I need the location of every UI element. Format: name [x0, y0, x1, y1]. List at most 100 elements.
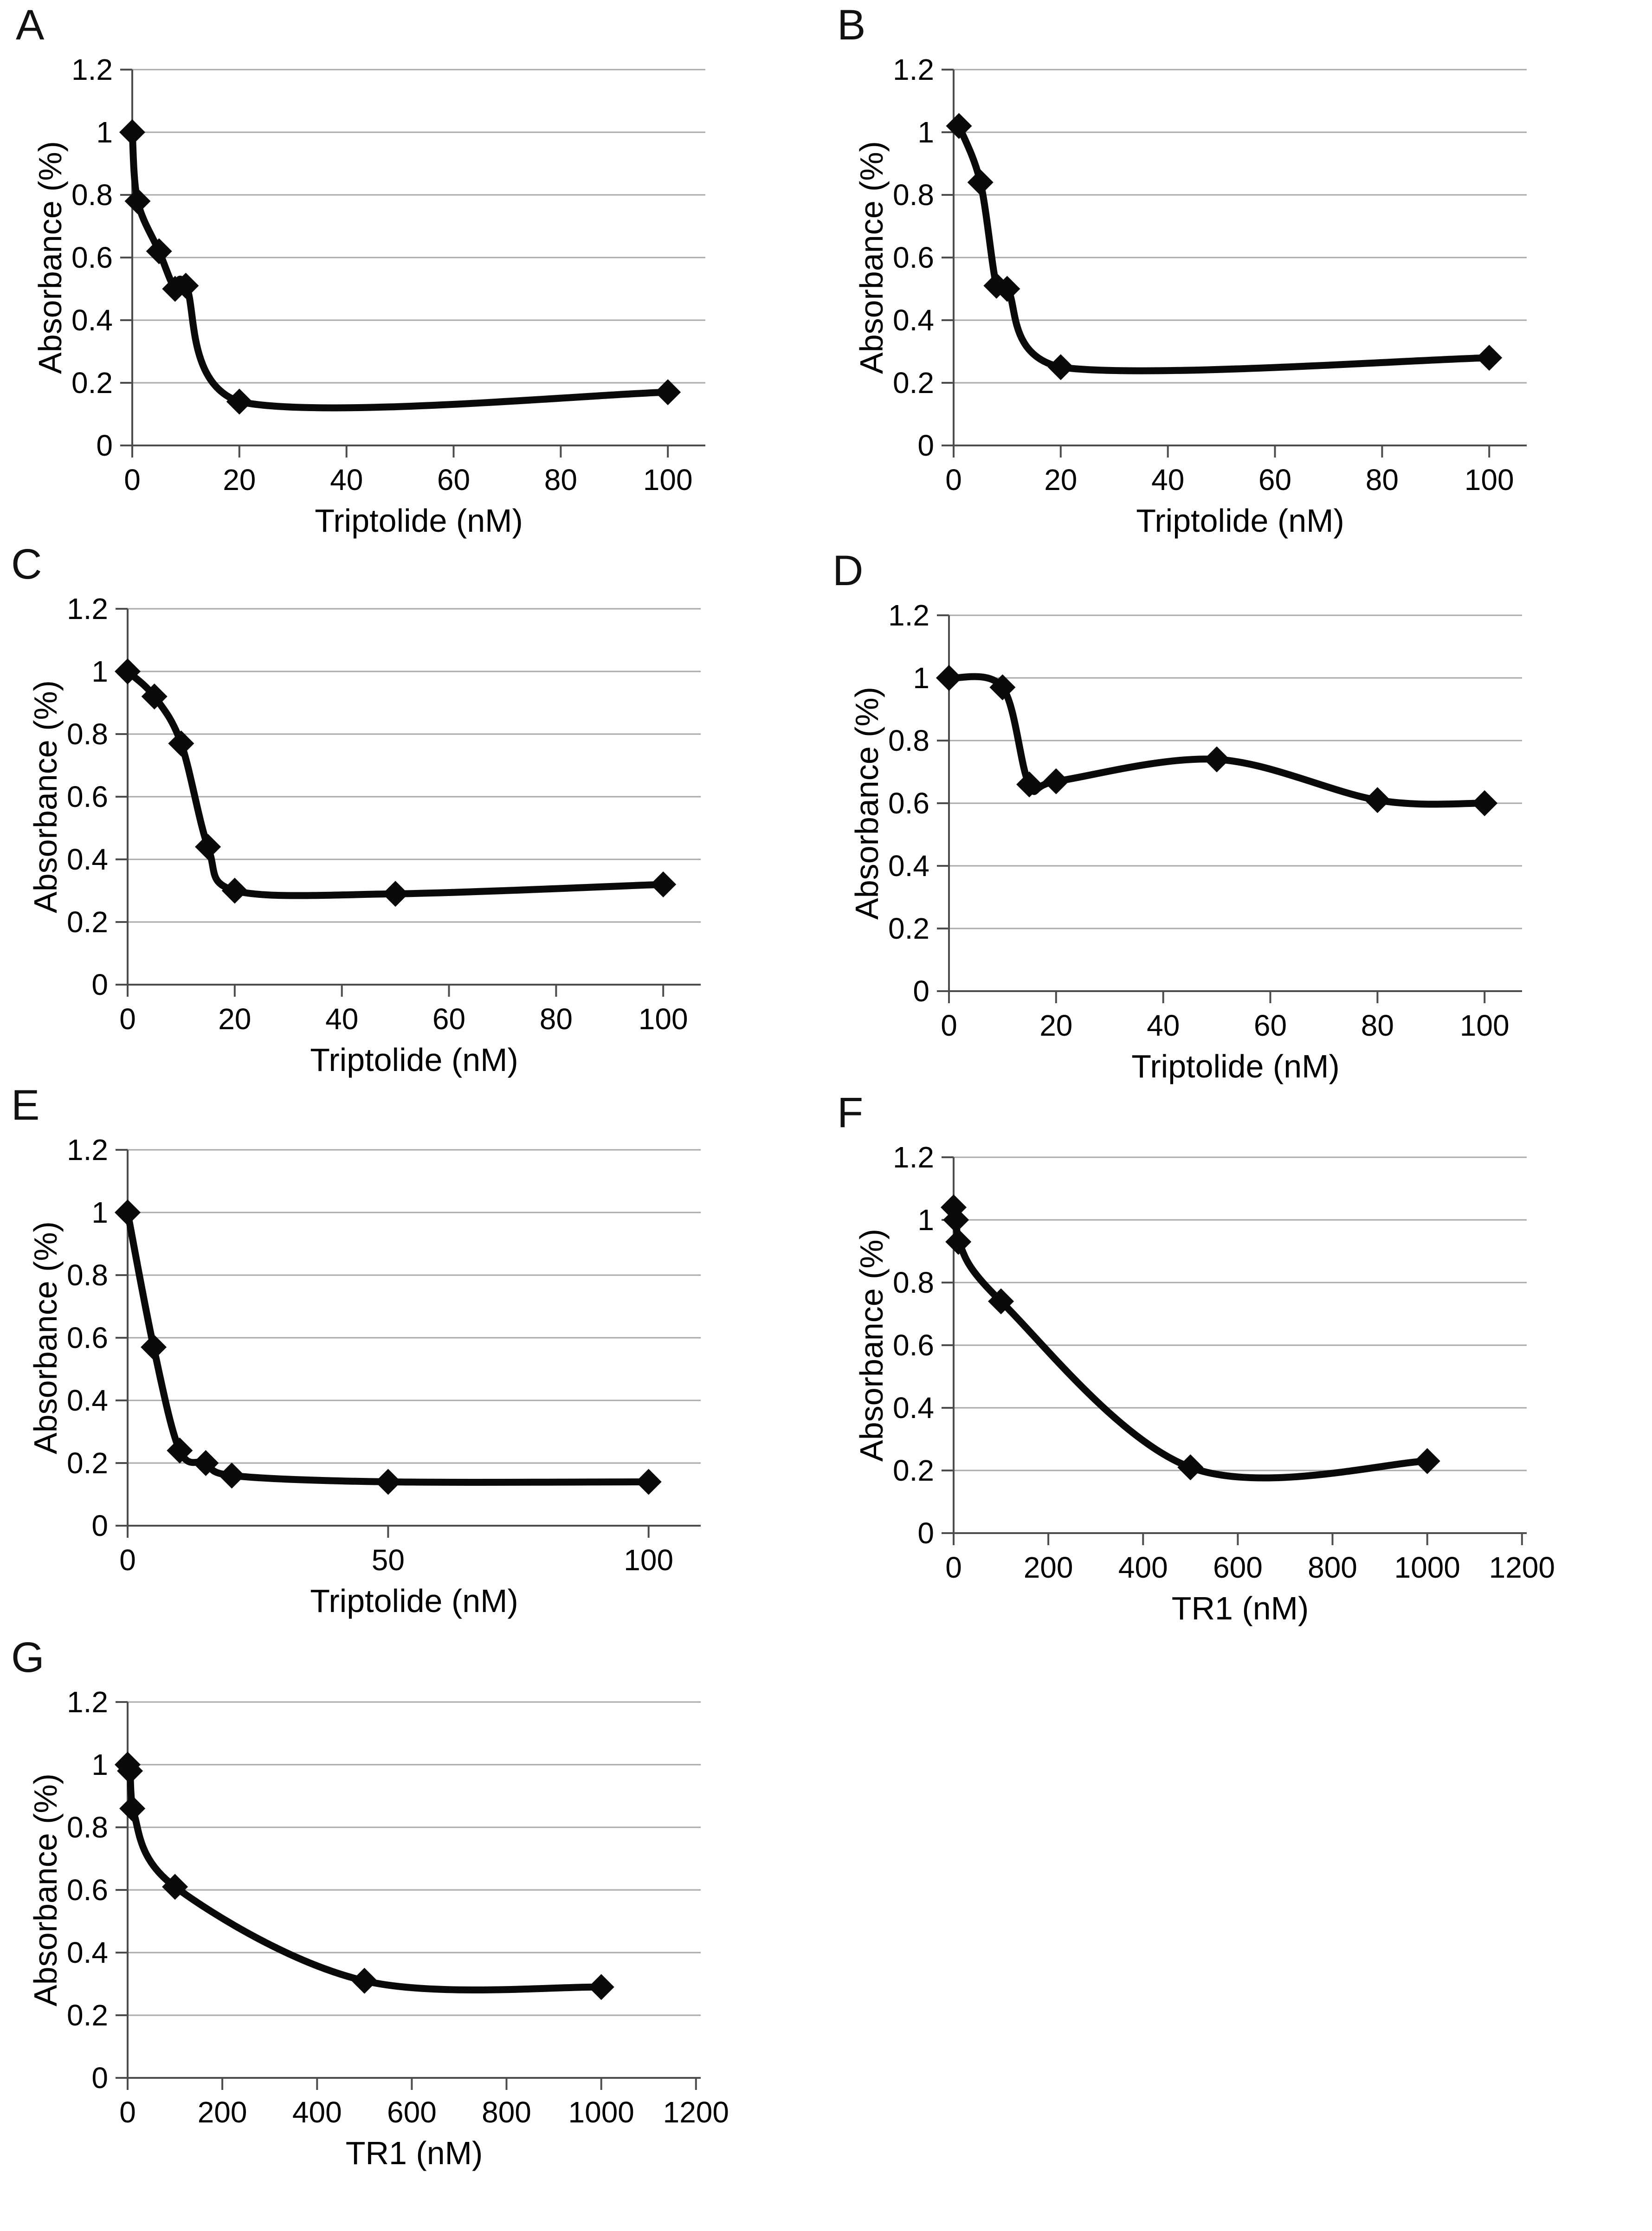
- data-point-marker: [382, 881, 409, 907]
- panel-e: E 0 0.2 0.4 0.6 0.8 1 1.2 0 50 100 Absorbance (%)…: [9, 1082, 798, 1623]
- x-tick-label: 80: [1361, 1009, 1394, 1042]
- x-tick-label: 1200: [663, 2096, 729, 2129]
- data-point-marker: [1364, 787, 1391, 813]
- y-gridlines: [132, 69, 705, 384]
- data-point-marker: [1016, 771, 1043, 798]
- line-chart-svg-a: 0 0.2 0.4 0.6 0.8 1 1.2 0 20 40 60 80 100: [71, 53, 705, 496]
- x-axis-title: TR1 (nM): [1171, 1590, 1309, 1626]
- panel-b: B 0 0.2 0.4 0.6 0.8 1 1.2 0 20 40 60 80 100 Absorban…: [835, 1, 1624, 543]
- x-tick-label: 40: [330, 463, 363, 496]
- x-tick-label: 20: [1039, 1009, 1072, 1042]
- x-axis-title: Triptolide (nM): [315, 503, 523, 539]
- y-gridlines: [128, 608, 701, 923]
- y-tick-label: 0.4: [67, 843, 108, 876]
- y-tick-label: 0.4: [71, 303, 113, 337]
- x-axis-title: Triptolide (nM): [310, 1042, 518, 1078]
- x-tick-label: 40: [1151, 463, 1184, 496]
- y-gridlines: [954, 1156, 1527, 1471]
- x-tick-label: 600: [1213, 1551, 1263, 1584]
- y-gridlines: [954, 69, 1527, 384]
- tick-labels: 0 0.2 0.4 0.6 0.8 1 1.2 0 20 40 60 80 100: [888, 599, 1510, 1042]
- y-tick-label: 0: [96, 429, 113, 462]
- x-tick-label: 400: [292, 2096, 342, 2129]
- data-point-marker: [983, 272, 1010, 299]
- panel-a: A 0 0.2 0.4 0.6 0.8 1 1.2 0 20 40 60 80 100 Absorban…: [14, 1, 803, 543]
- y-tick-label: 1: [917, 1203, 934, 1237]
- tick-labels: 0 0.2 0.4 0.6 0.8 1 1.2 0 20 40 60 80 100: [67, 592, 688, 1036]
- y-axis-title: Absorbance (%): [849, 687, 885, 920]
- x-tick-label: 80: [544, 463, 577, 496]
- data-point-marker: [119, 1795, 146, 1822]
- data-point-marker: [162, 1874, 188, 1900]
- panel-letter-a: A: [16, 1, 45, 49]
- y-tick-label: 1.2: [888, 599, 929, 632]
- data-point-marker: [945, 1229, 972, 1255]
- data-point-marker: [1043, 768, 1069, 794]
- x-tick-label: 200: [1024, 1551, 1073, 1584]
- y-tick-label: 0.6: [67, 780, 108, 813]
- line-chart-svg-e: 0 0.2 0.4 0.6 0.8 1 1.2 0 50 100: [67, 1133, 701, 1577]
- x-tick-label: 100: [624, 1543, 673, 1577]
- x-axis-title: Triptolide (nM): [1131, 1048, 1340, 1084]
- tick-marks: [116, 1701, 697, 2090]
- data-point-marker: [146, 238, 172, 264]
- line-chart-svg-c: 0 0.2 0.4 0.6 0.8 1 1.2 0 20 40 60 80 100: [67, 592, 701, 1036]
- x-tick-label: 100: [639, 1002, 688, 1036]
- y-tick-label: 0.6: [67, 1321, 108, 1354]
- x-tick-label: 1000: [1394, 1551, 1460, 1584]
- series-markers: [119, 119, 681, 415]
- panel-f: F 0 0.2 0.4 0.6 0.8 1 1.2 0 200 400 600 800 1000 1200…: [835, 1089, 1624, 1631]
- data-point-marker: [1476, 345, 1503, 371]
- series-line: [129, 129, 671, 412]
- x-tick-label: 20: [1044, 463, 1077, 496]
- x-tick-label: 50: [372, 1543, 405, 1577]
- data-point-marker: [375, 1469, 401, 1495]
- x-tick-label: 20: [223, 463, 256, 496]
- panel-letter-f: F: [837, 1089, 864, 1136]
- x-tick-label: 200: [198, 2096, 247, 2129]
- y-tick-label: 1.2: [67, 592, 108, 625]
- tick-labels: 0 0.2 0.4 0.6 0.8 1 1.2 0 50 100: [67, 1133, 673, 1577]
- x-tick-label: 0: [119, 2096, 136, 2129]
- x-tick-label: 0: [119, 1543, 136, 1577]
- x-axis-title: Triptolide (nM): [1136, 503, 1344, 539]
- data-point-marker: [967, 169, 994, 195]
- panel-letter-e: E: [11, 1082, 40, 1129]
- x-tick-label: 100: [1465, 463, 1514, 496]
- y-tick-label: 0.6: [893, 241, 934, 274]
- x-tick-label: 80: [1366, 463, 1399, 496]
- data-point-marker: [173, 272, 199, 299]
- y-tick-label: 0.8: [67, 717, 108, 751]
- y-tick-label: 0.2: [71, 366, 113, 400]
- x-tick-label: 0: [941, 1009, 957, 1042]
- data-point-marker: [351, 1967, 378, 1994]
- data-point-marker: [1471, 790, 1498, 816]
- panel-letter-c: C: [11, 541, 42, 588]
- y-axis-title: Absorbance (%): [853, 141, 890, 374]
- series-markers: [115, 1199, 662, 1495]
- y-tick-label: 1.2: [67, 1685, 108, 1719]
- x-tick-label: 1000: [568, 2096, 634, 2129]
- x-tick-label: 60: [1254, 1009, 1287, 1042]
- y-tick-label: 1: [96, 116, 113, 149]
- panel-c: C 0 0.2 0.4 0.6 0.8 1 1.2 0 20 40 60 80 100 Absorban…: [9, 541, 798, 1082]
- tick-labels: 0 0.2 0.4 0.6 0.8 1 1.2 0 20 40 60 80 100: [893, 53, 1514, 496]
- series-line: [124, 668, 667, 899]
- y-tick-label: 0.2: [893, 366, 934, 400]
- series-markers: [936, 665, 1498, 816]
- data-point-marker: [119, 119, 145, 145]
- x-tick-label: 0: [119, 1002, 136, 1036]
- x-axis-title: TR1 (nM): [345, 2135, 483, 2171]
- y-tick-label: 1.2: [71, 53, 113, 86]
- data-point-marker: [226, 388, 252, 415]
- y-tick-label: 0.6: [893, 1328, 934, 1362]
- y-axis-title: Absorbance (%): [27, 1221, 64, 1454]
- y-tick-label: 0.8: [893, 1266, 934, 1299]
- data-point-marker: [1047, 354, 1074, 380]
- y-tick-label: 0.2: [893, 1454, 934, 1487]
- data-point-marker: [655, 379, 681, 406]
- y-gridlines: [128, 1149, 701, 1464]
- data-point-marker: [1177, 1454, 1204, 1481]
- series-line: [955, 123, 1493, 374]
